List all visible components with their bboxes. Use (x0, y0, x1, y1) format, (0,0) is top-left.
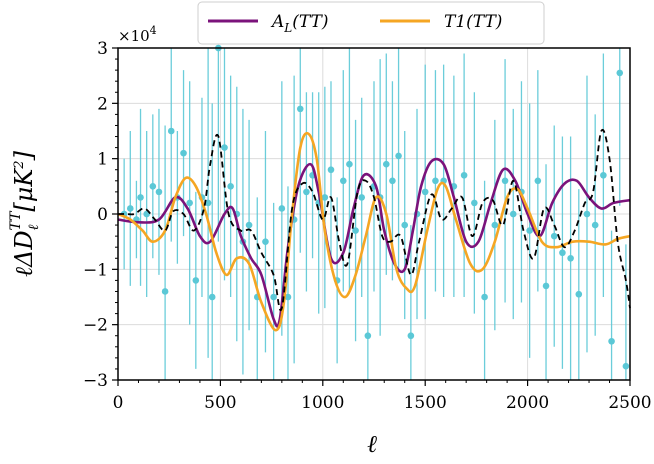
data-point (204, 199, 212, 207)
data-point (501, 177, 509, 185)
data-point (167, 127, 175, 135)
x-tick-label: 0 (113, 393, 124, 413)
data-point (270, 293, 277, 301)
series-line-1 (117, 131, 631, 332)
data-point (622, 362, 630, 370)
data-point (575, 290, 583, 298)
data-point (278, 205, 286, 212)
data-point (358, 194, 366, 201)
y-tick-label: −1 (83, 260, 108, 280)
data-point (149, 183, 157, 190)
data-point (491, 221, 499, 229)
data-point (192, 277, 200, 284)
data-point (137, 194, 144, 201)
legend-box (197, 1, 545, 45)
data-point (608, 337, 615, 345)
data-point (567, 254, 574, 262)
x-tick-label: 2000 (506, 393, 549, 413)
data-points (120, 44, 630, 370)
y-axis-label: ℓΔDℓTT[μK2] (8, 150, 42, 277)
y-multiplier: ×104 (118, 24, 157, 45)
data-point (550, 232, 558, 240)
data-point (583, 210, 591, 218)
legend-label-al: AL(TT) (270, 12, 329, 35)
legend-label-t1: T1(TT) (444, 12, 502, 32)
data-point (245, 221, 253, 229)
x-tick-label: 500 (204, 393, 236, 413)
y-tick-label: 2 (97, 94, 108, 114)
data-point (534, 177, 542, 185)
y-tick-label: 3 (97, 39, 108, 59)
x-tick-label: 2500 (608, 393, 651, 413)
x-tick-label: 1500 (404, 393, 447, 413)
axis-ticks: 0 500 1000 1500 2000 2500 −3 −2 −1 0 1 2 3 (83, 39, 652, 413)
data-point (600, 171, 607, 179)
data-point (421, 188, 429, 196)
data-point (559, 249, 566, 257)
data-point (542, 282, 550, 290)
data-point (321, 194, 329, 201)
data-point (382, 160, 390, 168)
series-line-0 (117, 157, 631, 328)
data-point (395, 152, 402, 160)
data-point (346, 160, 353, 168)
data-point (432, 177, 439, 185)
y-tick-label: 1 (97, 150, 108, 170)
data-point (296, 105, 304, 113)
data-point (481, 293, 488, 301)
data-point (460, 171, 468, 179)
data-point (126, 205, 134, 212)
data-point (339, 177, 347, 185)
data-point (186, 199, 193, 207)
data-point (591, 221, 599, 229)
data-point (526, 227, 533, 234)
data-point (401, 221, 409, 229)
data-point (352, 227, 359, 234)
x-tick-label: 1000 (301, 393, 344, 413)
data-point (155, 188, 163, 196)
legend: AL(TT) T1(TT) (197, 1, 545, 45)
data-point (262, 238, 269, 245)
data-point (180, 149, 187, 157)
data-point (407, 332, 415, 340)
x-axis-label: ℓ (367, 430, 377, 458)
data-point (389, 177, 396, 185)
data-point (364, 332, 372, 340)
data-point (616, 69, 624, 77)
y-tick-label: −3 (83, 371, 108, 391)
data-point (284, 293, 292, 301)
data-point (303, 188, 310, 196)
y-tick-label: −2 (83, 316, 108, 336)
y-tick-label: 0 (97, 205, 108, 225)
series-lines (117, 128, 631, 332)
data-point (327, 166, 335, 174)
data-point (221, 144, 228, 151)
data-point (509, 210, 517, 218)
data-point (471, 199, 478, 207)
data-point (161, 288, 169, 295)
data-point (208, 293, 216, 301)
data-point (227, 183, 234, 190)
